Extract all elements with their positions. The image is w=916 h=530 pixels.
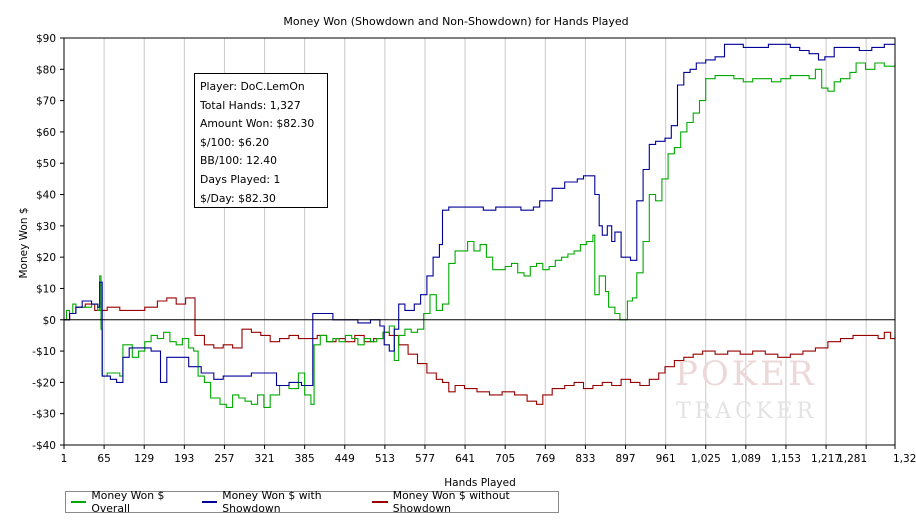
x-tick-label: 129: [134, 453, 154, 465]
series-line-showdown: [64, 43, 895, 387]
x-tick-label: 321: [255, 453, 275, 465]
legend-swatch-showdown: [201, 501, 218, 503]
legend-label-showdown: Money Won $ with Showdown: [222, 489, 322, 515]
x-tick-label: 65: [97, 453, 110, 465]
y-axis-label: Money Won $: [18, 207, 30, 278]
x-tick-label: 1,281: [837, 453, 867, 465]
series-group: [64, 43, 896, 408]
y-tick-label: -$20: [32, 377, 56, 389]
legend-swatch-overall: [71, 501, 87, 503]
stat-total-hands: Total Hands: 1,327: [200, 98, 301, 112]
x-tick-label: 1,217: [811, 453, 841, 465]
watermark-line2: TRACKER: [676, 399, 817, 424]
x-tick-label: 1,153: [771, 453, 801, 465]
y-tick-label: -$40: [32, 440, 56, 452]
y-tick-label: $20: [36, 252, 56, 264]
stat-per-100: $/100: $6.20: [200, 135, 270, 149]
legend-item-non-showdown: Money Won $ without Showdown: [372, 489, 546, 515]
y-tick-label: -$30: [32, 409, 56, 421]
chart-legend: Money Won $ Overall Money Won $ with Sho…: [65, 489, 559, 515]
x-tick-label: 257: [214, 453, 234, 465]
y-tick-label: -$10: [32, 346, 56, 358]
y-tick-label: $40: [36, 190, 56, 202]
legend-swatch-non-showdown: [372, 501, 388, 503]
y-tick-label: $70: [36, 96, 56, 108]
x-tick-label: 193: [174, 453, 194, 465]
x-tick-label: 1,327: [893, 453, 916, 465]
x-tick-label: 769: [535, 453, 555, 465]
x-tick-label: 385: [295, 453, 315, 465]
watermark-line1: POKER: [675, 354, 817, 394]
stat-bb-100: BB/100: 12.40: [200, 154, 278, 168]
legend-item-showdown: Money Won $ with Showdown: [201, 489, 360, 515]
x-tick-label: 1,089: [731, 453, 761, 465]
y-tick-label: $60: [36, 127, 56, 139]
player-stats-box: Player: DoC.LemOn Total Hands: 1,327 Amo…: [194, 73, 328, 208]
stat-days-played: Days Played: 1: [200, 172, 281, 186]
y-tick-label: $80: [36, 64, 56, 76]
x-axis-label: Hands Played: [444, 477, 515, 489]
y-tick-label: $10: [36, 283, 56, 295]
stat-per-day: $/Day: $82.30: [200, 191, 276, 205]
y-tick-label: $90: [36, 33, 56, 45]
x-tick-label: 1,025: [691, 453, 721, 465]
y-tick-label: $0: [43, 315, 56, 327]
y-axis: $90 $80 $70 $60 $50 $40 $30 $20 $10 $0 -$10 -$20 -$3…: [32, 33, 64, 452]
series-line-overall: [64, 62, 896, 408]
legend-item-overall: Money Won $ Overall: [71, 489, 190, 515]
x-axis: 1 65 129 193 257 321 385 449 513 577 641 705 769 833 8…: [61, 445, 916, 465]
x-tick-label: 897: [615, 453, 635, 465]
x-tick-label: 961: [656, 453, 676, 465]
x-tick-label: 513: [375, 453, 395, 465]
x-tick-label: 577: [415, 453, 435, 465]
legend-label-non-showdown: Money Won $ without Showdown: [392, 489, 510, 515]
x-tick-label: 705: [495, 453, 515, 465]
x-tick-label: 1: [61, 453, 68, 465]
x-tick-label: 449: [335, 453, 355, 465]
y-tick-label: $50: [36, 158, 56, 170]
stat-player: Player: DoC.LemOn: [200, 80, 305, 93]
y-tick-label: $30: [36, 221, 56, 233]
plot-frame: [63, 37, 896, 446]
series-line-non-showdown: [64, 297, 896, 405]
legend-label-overall: Money Won $ Overall: [91, 489, 165, 515]
chart-title: Money Won (Showdown and Non-Showdown) fo…: [283, 15, 628, 28]
x-tick-label: 833: [575, 453, 595, 465]
x-tick-label: 641: [455, 453, 475, 465]
stat-amount-won: Amount Won: $82.30: [200, 117, 315, 131]
watermark-logo: POKER TRACKER: [675, 354, 817, 424]
